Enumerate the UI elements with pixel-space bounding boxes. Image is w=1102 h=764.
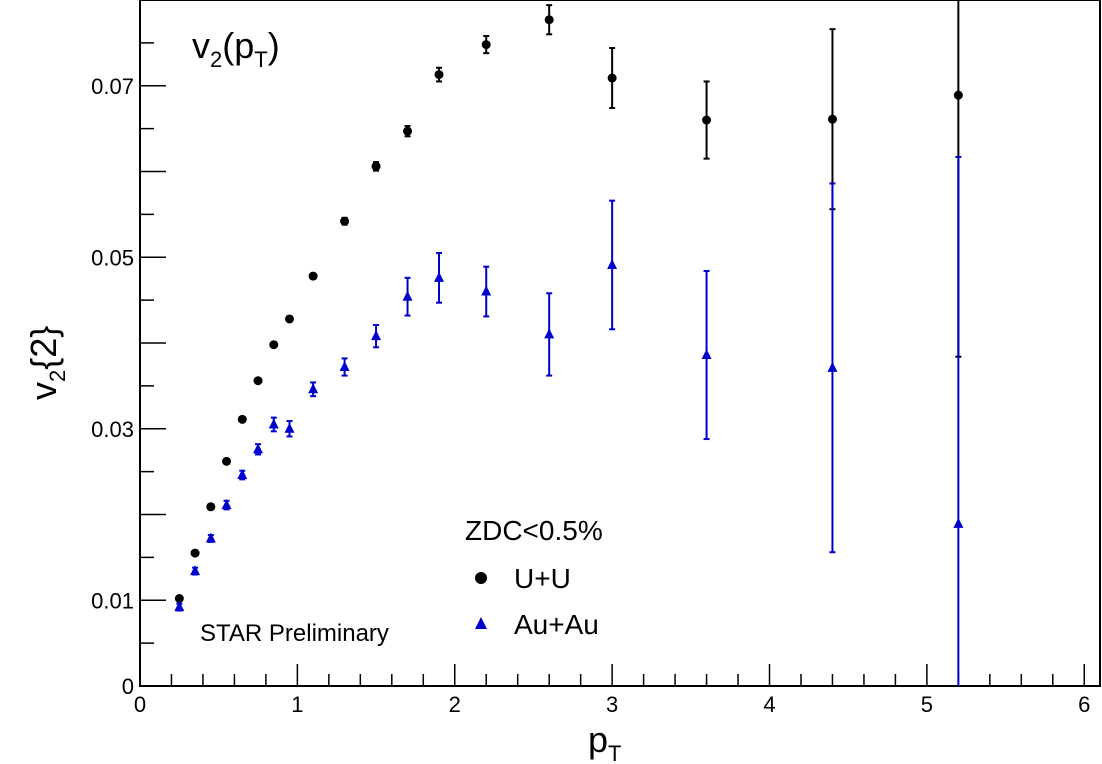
data-point [206,502,216,512]
x-tick-label: 0 [134,692,146,717]
data-point [253,376,263,386]
data-point [544,328,555,339]
x-tick-label: 4 [763,692,775,717]
data-point [284,422,295,433]
x-tick-label: 6 [1078,692,1090,717]
x-axis-title: pT [588,719,621,764]
x-tick-label: 5 [921,692,933,717]
data-point [205,532,216,543]
data-point [174,601,185,612]
data-point [237,469,248,480]
data-point [434,271,445,282]
data-point [481,40,491,50]
x-tick-label: 2 [449,692,461,717]
y-axis-title: v2{2} [23,326,70,400]
x-tick-label: 3 [606,692,618,717]
data-point [308,271,318,281]
data-point [403,126,413,136]
data-point [827,114,837,124]
y-tick-label: 0.05 [91,245,134,270]
plot-title: v2(pT) [192,25,280,72]
data-point [953,517,964,528]
data-point [222,456,232,466]
data-point [268,418,279,429]
series-au-au [174,155,964,686]
data-point [481,285,492,296]
legend-header: ZDC<0.5% [465,515,603,546]
data-point [702,115,712,125]
data-point [285,314,295,324]
series-u-u [174,0,963,604]
data-point [174,594,184,604]
data-point [371,161,381,171]
y-tick-labels: 0 0.01 0.03 0.05 0.07 [91,74,134,699]
data-point [544,15,554,25]
y-tick-label: 0.07 [91,74,134,99]
x-tick-label: 1 [291,692,303,717]
data-point [607,73,617,83]
data-point [340,216,350,226]
data-point [308,383,319,394]
data-point [434,70,444,80]
data-point [190,548,200,558]
data-point [221,499,232,510]
y-tick-label: 0 [122,674,134,699]
star-preliminary-label: STAR Preliminary [200,620,389,647]
x-tick-labels: 0 1 2 3 4 5 6 [134,692,1091,717]
legend-marker-auau [475,617,487,629]
data-point [371,330,382,341]
data-point [953,90,963,100]
data-point [190,565,201,576]
data-point [237,414,247,424]
legend-marker-uu [475,572,487,584]
data-point [339,361,350,372]
legend-label-uu: U+U [514,563,571,594]
legend-label-auau: Au+Au [514,609,599,640]
data-point [827,361,838,372]
data-point [269,340,279,350]
data-point [701,349,712,360]
data-point [253,443,264,454]
data-point [402,290,413,301]
data-point [607,258,618,269]
y-tick-label: 0.01 [91,588,134,613]
data-series [174,0,964,686]
plot-frame [139,0,1101,687]
y-tick-label: 0.03 [91,417,134,442]
axis-ticks [139,0,1086,687]
